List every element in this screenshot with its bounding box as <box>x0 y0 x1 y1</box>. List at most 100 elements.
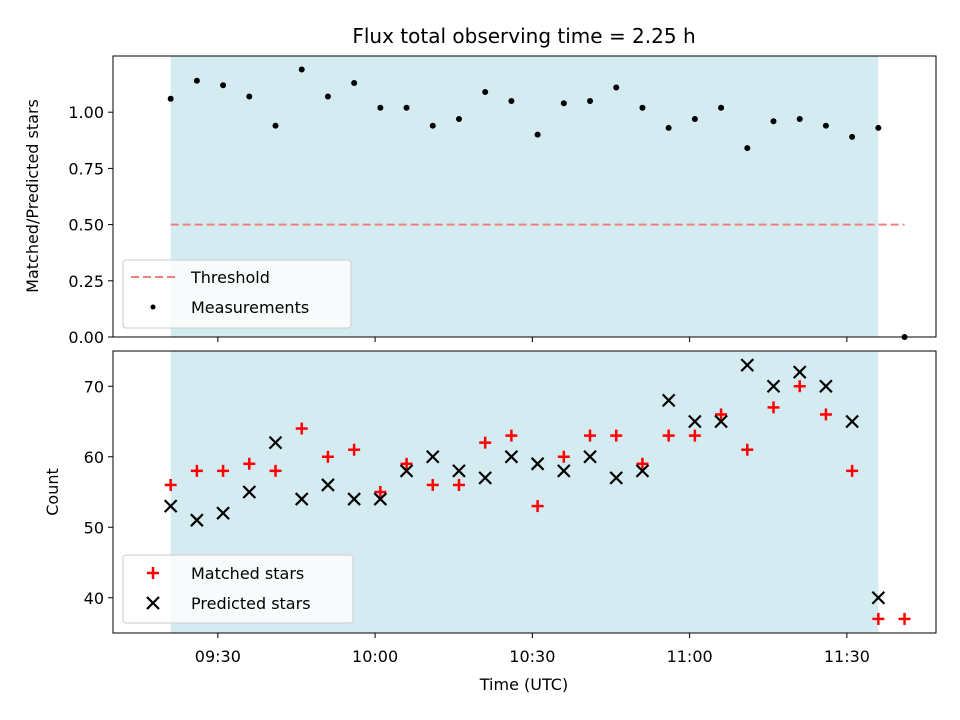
measurement-point <box>508 97 515 104</box>
matched-star-point <box>688 429 701 442</box>
predicted-star-point <box>216 506 230 520</box>
measurements-series <box>167 66 908 340</box>
measurement-point <box>324 93 331 100</box>
top-y-tick-label: 1.00 <box>68 103 104 122</box>
predicted-star-point <box>819 379 833 394</box>
matched-star-point <box>479 436 492 449</box>
bottom-x-ticks: 09:30 10:00 10:30 11:00 11:30 <box>195 633 870 666</box>
top-legend-box <box>122 259 352 329</box>
matched-star-point <box>426 478 439 491</box>
measurement-point <box>167 95 174 102</box>
predicted-star-point <box>190 513 204 527</box>
legend-matched-swatch <box>147 567 159 579</box>
predicted-stars-series <box>163 358 886 605</box>
matched-star-point <box>741 443 754 456</box>
x-axis-label: Time (UTC) <box>479 675 568 694</box>
legend-measurements-label: Measurements <box>191 298 309 317</box>
predicted-star-point <box>373 492 388 506</box>
measurement-point <box>482 88 489 95</box>
measurement-point <box>796 115 803 122</box>
measurement-point <box>613 84 620 91</box>
measurement-point <box>560 100 567 107</box>
x-tick-label: 09:30 <box>195 647 241 666</box>
top-y-ticks: 0.00 0.25 0.50 0.75 1.00 <box>68 103 113 347</box>
measurement-point <box>403 104 410 111</box>
measurement-point <box>429 122 436 129</box>
legend-predicted-swatch <box>146 596 160 610</box>
measurement-point <box>377 104 384 111</box>
bottom-legend-box <box>122 554 354 624</box>
matched-star-point <box>400 457 413 470</box>
bottom-legend: Matched stars Predicted stars <box>122 554 354 624</box>
predicted-star-point <box>268 435 283 450</box>
top-plot-frame <box>112 55 937 338</box>
matched-star-point <box>846 464 859 477</box>
measurement-point <box>770 118 777 125</box>
legend-measurements-swatch <box>150 304 156 310</box>
bottom-y-tick-label: 50 <box>84 518 104 537</box>
predicted-star-point <box>766 379 781 394</box>
predicted-star-point <box>321 478 335 492</box>
measurement-point <box>246 93 253 100</box>
predicted-star-point <box>609 471 624 485</box>
x-tick-label: 10:00 <box>352 647 398 666</box>
matched-star-point <box>898 612 911 625</box>
bottom-y-ticks: 40 50 60 70 <box>84 377 113 608</box>
matched-star-point <box>348 443 361 456</box>
matched-star-point <box>819 408 832 421</box>
measurement-point <box>220 82 227 89</box>
matched-star-point <box>610 429 623 442</box>
measurement-point <box>718 104 725 111</box>
x-tick-label: 11:00 <box>667 647 713 666</box>
matched-star-point <box>662 429 675 442</box>
measurement-point <box>298 66 305 73</box>
top-y-tick-label: 0.25 <box>68 272 104 291</box>
matched-star-point <box>872 612 885 625</box>
predicted-star-point <box>294 492 309 506</box>
top-y-tick-label: 0.75 <box>68 159 104 178</box>
predicted-star-point <box>688 414 702 429</box>
matched-star-point <box>164 478 177 491</box>
bottom-y-tick-label: 60 <box>84 448 104 467</box>
measurement-point <box>691 115 698 122</box>
predicted-star-point <box>714 414 728 429</box>
matched-stars-series <box>164 380 911 625</box>
matched-star-point <box>557 450 570 463</box>
predicted-star-point <box>557 464 571 478</box>
matched-star-point <box>584 429 597 442</box>
matched-star-point <box>374 486 387 498</box>
matched-star-point <box>190 464 203 477</box>
chart-title: Flux total observing time = 2.25 h <box>352 24 695 48</box>
top-y-tick-label: 0.00 <box>68 328 104 347</box>
matched-star-point <box>295 422 308 435</box>
predicted-star-point <box>845 414 859 429</box>
matched-star-point <box>531 500 544 513</box>
top-x-ticks <box>217 337 848 342</box>
predicted-star-point <box>452 464 466 478</box>
matched-star-point <box>269 464 282 477</box>
legend-threshold-label: Threshold <box>190 268 270 287</box>
matched-star-point <box>243 457 256 470</box>
matched-star-point <box>715 408 728 421</box>
bottom-y-axis-label: Count <box>43 468 62 516</box>
bottom-y-tick-label: 70 <box>84 377 104 396</box>
measurement-point <box>822 122 829 129</box>
measurement-point <box>639 104 646 111</box>
measurement-point <box>455 115 462 122</box>
measurement-point <box>351 79 358 86</box>
predicted-star-point <box>740 358 755 372</box>
measurement-point <box>665 124 672 131</box>
predicted-star-point <box>635 464 650 478</box>
measurement-point <box>193 77 200 84</box>
matched-star-point <box>452 478 465 491</box>
measurement-point <box>875 124 882 131</box>
predicted-star-point <box>583 449 597 464</box>
predicted-star-point <box>792 365 807 379</box>
bottom-y-tick-label: 40 <box>84 589 104 608</box>
matched-star-point <box>321 450 334 463</box>
predicted-star-point <box>242 485 257 499</box>
top-y-axis-label: Matched/Predicted stars <box>23 99 42 293</box>
predicted-star-point <box>347 492 361 506</box>
bottom-panel: 40 50 60 70 09:30 10:00 10:30 11:00 11:30 Count… <box>43 350 937 694</box>
